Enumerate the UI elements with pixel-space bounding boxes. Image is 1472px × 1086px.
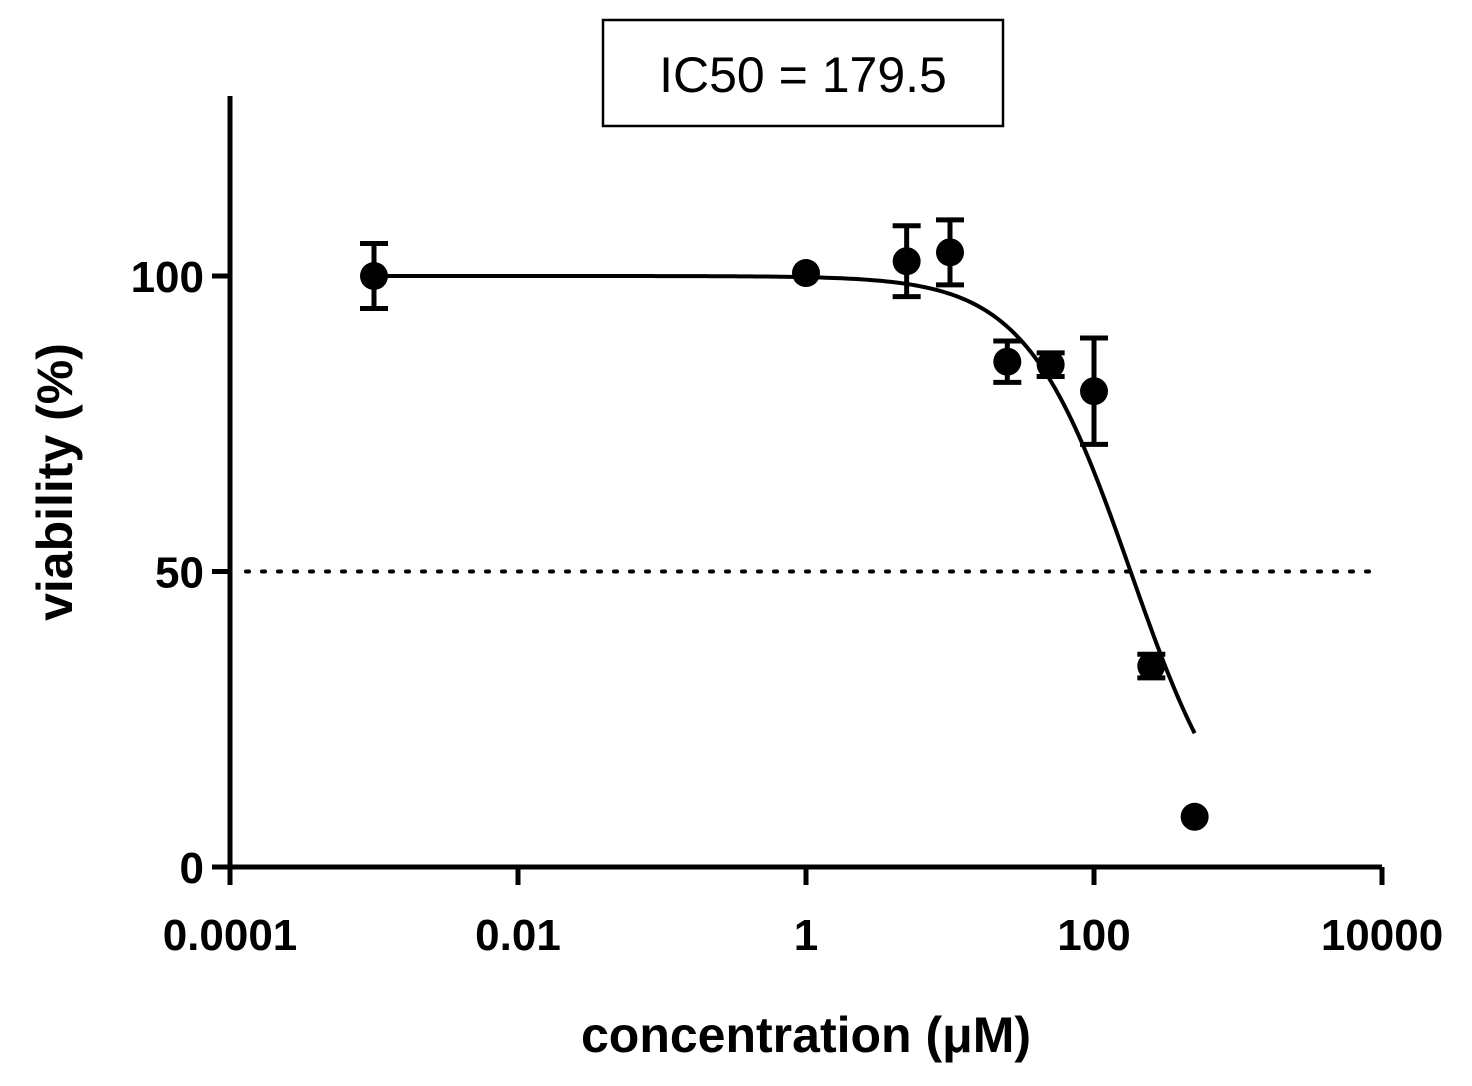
data-point-4 xyxy=(993,347,1022,376)
ic50-annotation: IC50 = 179.5 xyxy=(601,18,1005,128)
x-tick-label-4: 10000 xyxy=(1321,911,1443,960)
x-ticks: 0.0001 0.01 1 100 10000 xyxy=(163,867,1443,960)
data-point-2 xyxy=(892,247,921,276)
y-tick-label-50: 50 xyxy=(155,549,204,598)
ic50-box xyxy=(601,18,1005,128)
x-tick-label-2: 1 xyxy=(794,911,818,960)
y-tick-label-100: 100 xyxy=(131,253,204,302)
y-axis-title: viability (%) xyxy=(27,343,83,621)
data-point-5 xyxy=(1036,350,1065,379)
data-point-0 xyxy=(360,262,388,290)
data-point-3 xyxy=(936,238,964,267)
ic50-label: IC50 = 179.5 xyxy=(659,47,947,103)
data-point-8 xyxy=(1180,802,1209,831)
data-point-7 xyxy=(1137,652,1166,681)
fit-curve xyxy=(374,274,1197,735)
x-tick-label-0: 0.0001 xyxy=(163,911,298,960)
x-tick-label-1: 0.01 xyxy=(475,911,561,960)
x-axis-title: concentration (μM) xyxy=(581,1007,1031,1063)
x-tick-label-3: 100 xyxy=(1057,911,1130,960)
y-tick-label-0: 0 xyxy=(180,844,204,893)
data-points xyxy=(360,217,1209,831)
data-point-6 xyxy=(1080,377,1108,406)
data-point-1 xyxy=(792,259,820,288)
y-ticks: 0 50 100 xyxy=(131,253,230,893)
